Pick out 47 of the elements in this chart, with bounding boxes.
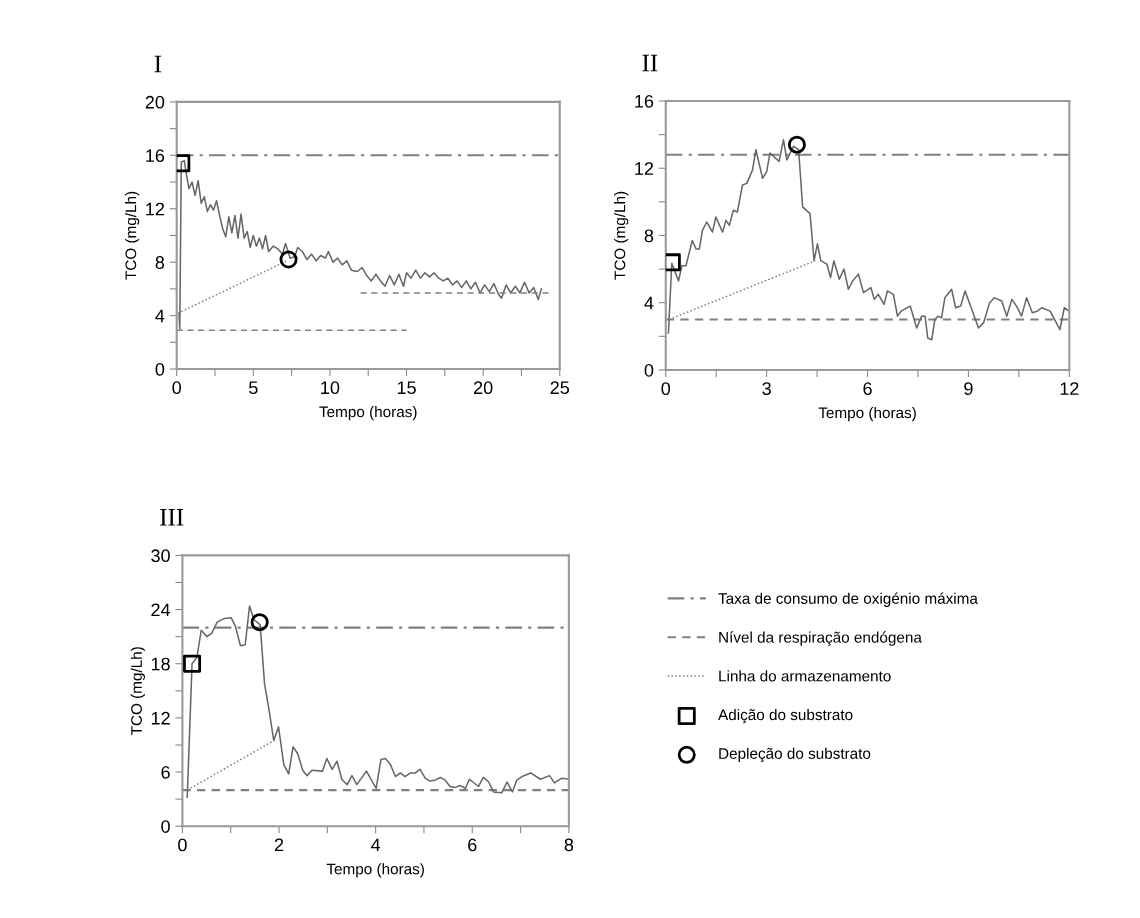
x-tick-label: 4 — [371, 838, 381, 852]
y-tick-label: 18 — [151, 657, 170, 671]
x-axis-title: Tempo (horas) — [818, 406, 916, 422]
x-tick-label: 3 — [762, 382, 771, 396]
y-tick-label: 30 — [151, 549, 170, 563]
y-tick-label: 12 — [146, 202, 164, 216]
y-tick-label: 4 — [155, 309, 165, 323]
y-axis-title: TCO (mg/Lh) — [130, 647, 145, 736]
legend-label: Linha do armazenamento — [719, 670, 891, 682]
x-tick-label: 0 — [661, 382, 671, 396]
y-tick-label: 24 — [151, 603, 171, 617]
y-tick-label: 0 — [161, 820, 170, 833]
x-tick-label: 10 — [321, 381, 340, 395]
x-tick-label: 8 — [564, 838, 574, 852]
y-tick-label: 8 — [644, 229, 654, 243]
y-tick-label: 6 — [161, 765, 170, 779]
x-tick-label: 0 — [178, 838, 187, 852]
chart-title: I — [154, 55, 162, 73]
y-tick-label: 8 — [155, 256, 165, 269]
y-tick-label: 12 — [635, 162, 654, 175]
y-axis-title: TCO (mg/Lh) — [125, 191, 140, 280]
y-tick-label: 12 — [151, 711, 170, 725]
legend-label: Adição do substrato — [718, 708, 853, 724]
x-tick-label: 25 — [550, 381, 570, 395]
y-tick-label: 20 — [145, 95, 165, 109]
y-tick-label: 4 — [644, 296, 654, 310]
y-tick-label: 16 — [146, 149, 165, 163]
x-tick-label: 9 — [964, 382, 973, 396]
x-tick-label: 5 — [249, 381, 258, 395]
x-tick-label: 15 — [397, 381, 416, 395]
x-tick-label: 2 — [274, 838, 284, 852]
x-tick-label: 20 — [474, 381, 493, 395]
y-tick-label: 0 — [644, 363, 654, 377]
x-tick-label: 0 — [172, 381, 182, 395]
chart-title: II — [642, 54, 658, 72]
x-tick-label: 6 — [468, 838, 477, 852]
y-tick-label: 0 — [155, 362, 165, 376]
legend-label: Taxa de consumo de oxigénio máxima — [718, 592, 978, 607]
y-axis-title: TCO (mg/Lh) — [614, 191, 629, 280]
x-axis-title: Tempo (horas) — [326, 863, 424, 878]
x-tick-label: 12 — [1060, 382, 1079, 395]
legend-label: Depleção do substrato — [719, 747, 871, 763]
x-axis-title: Tempo (horas) — [319, 406, 417, 421]
legend-label: Nível da respiração endógena — [719, 631, 922, 646]
y-tick-label: 16 — [635, 94, 654, 108]
x-tick-label: 6 — [863, 382, 872, 396]
chart-title: III — [160, 509, 184, 526]
